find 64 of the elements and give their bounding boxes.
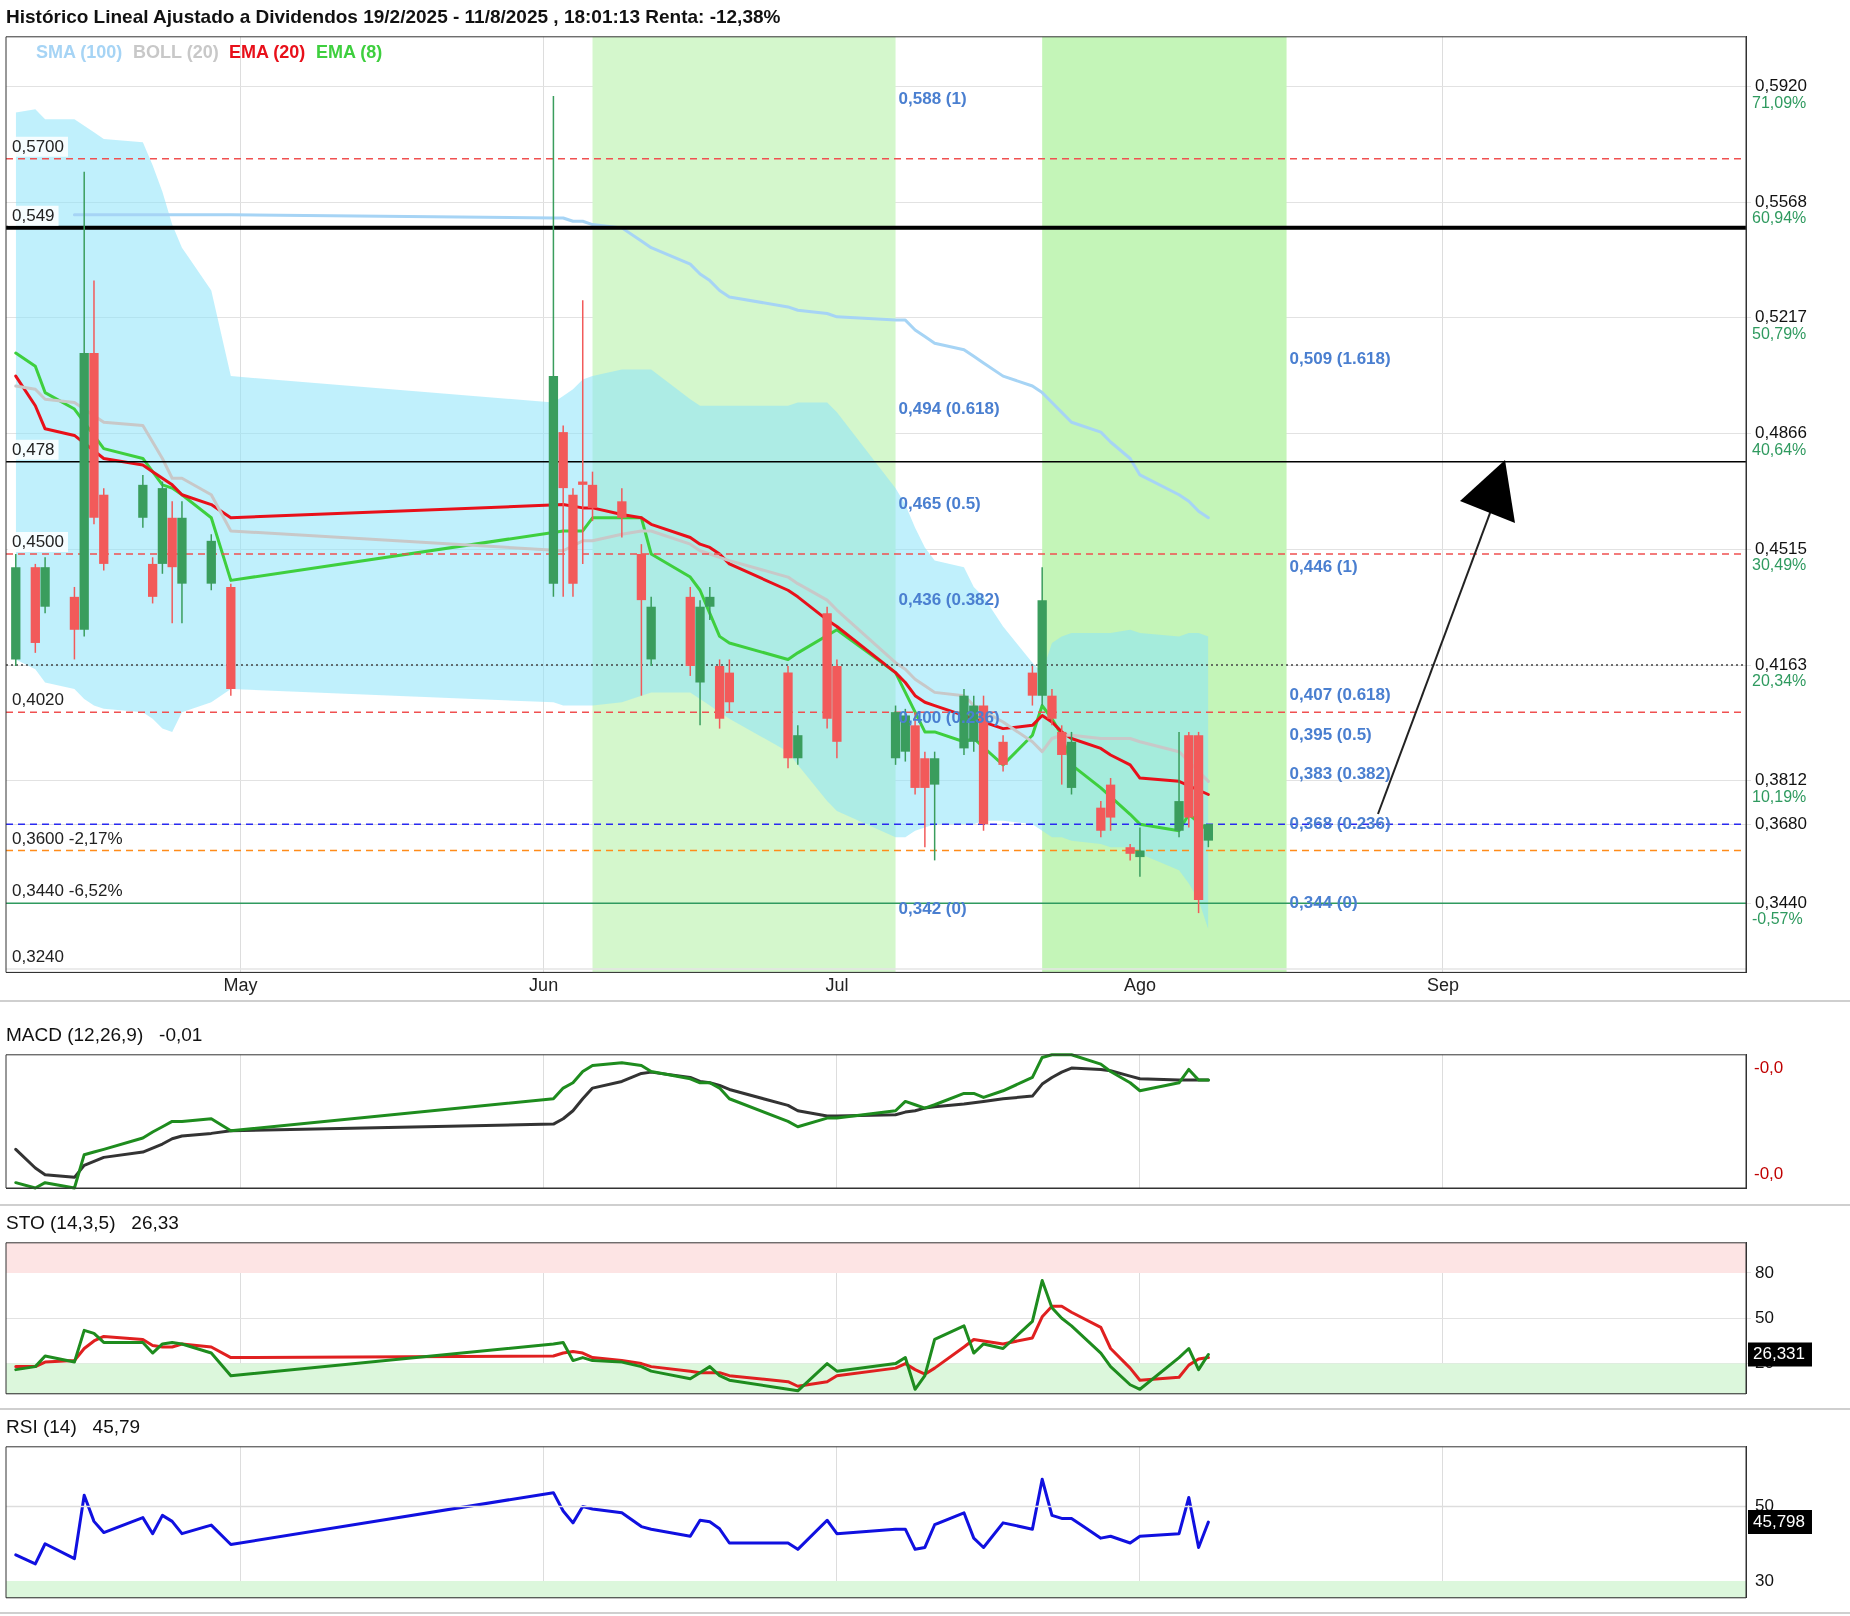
candlestick [1047, 688, 1057, 727]
y-tick-label: 30 [1755, 1570, 1774, 1590]
y2-tick-label: 30,49% [1752, 556, 1807, 574]
candlestick [793, 724, 803, 766]
ref-line-label: 0,3440 -6,52% [12, 881, 123, 901]
y-tick-label: 0,4163 [1755, 654, 1807, 674]
annotation: 0,342 (0) [898, 899, 967, 919]
x-tick-label: Jul [825, 975, 849, 996]
x-tick-label: Sep [1426, 975, 1459, 996]
ref-line-label: 0,3240 [12, 947, 64, 967]
chart-title: Histórico Lineal Ajustado a Dividendos 19/2/2025 - 11/8/2025 , 18:01:13 Renta: -12,38% [6, 5, 781, 27]
y2-tick-label: 50,79% [1752, 324, 1807, 342]
ref-line-label: 0,4020 [12, 690, 64, 710]
y-tick-label: 0,4515 [1755, 538, 1807, 558]
y2-tick-label: 10,19% [1752, 787, 1807, 805]
text: 26,331 [1753, 1344, 1805, 1364]
annotation: 0,509 (1.618) [1289, 349, 1391, 369]
candlestick [617, 487, 627, 539]
candlestick [1203, 823, 1213, 848]
text: 45,798 [1753, 1511, 1805, 1531]
ref-line-label: 0,4500 [12, 532, 64, 552]
text: SMA (100) [36, 41, 123, 62]
annotation: 0,383 (0.382) [1289, 764, 1391, 784]
y2-tick-label: 20,34% [1752, 672, 1807, 690]
annotation: 0,465 (0.5) [898, 494, 981, 514]
y-tick-label: 0,3440 [1755, 892, 1807, 912]
y-tick-label: 0,3680 [1755, 813, 1807, 833]
candlestick [1057, 724, 1067, 786]
y-tick-label: 0,4866 [1755, 423, 1807, 443]
text: -0,0 [1754, 1163, 1784, 1183]
y-tick-label: 50 [1755, 1307, 1774, 1327]
y-tick-label: 0,5217 [1755, 307, 1807, 327]
chart-title: RSI (14) 45,79 [6, 1415, 141, 1437]
text: EMA (20) [229, 41, 306, 62]
annotation: 0,446 (1) [1289, 556, 1358, 576]
y2-tick-label: 40,64% [1752, 440, 1807, 458]
text: -0,0 [1754, 1058, 1784, 1078]
annotation: 0,436 (0.382) [898, 589, 1000, 609]
candlestick [705, 586, 715, 621]
annotation: 0,407 (0.618) [1289, 685, 1391, 705]
ref-line-label: 0,5700 [12, 136, 64, 156]
chart-title: STO (14,3,5) 26,33 [6, 1211, 179, 1233]
ref-line-label: 0,478 [12, 439, 55, 459]
chart-title: MACD (12,26,9) -0,01 [6, 1023, 203, 1045]
y-tick-label: 0,3812 [1755, 770, 1807, 790]
x-tick-label: Ago [1123, 975, 1156, 996]
x-tick-label: Jun [529, 975, 559, 996]
candlestick [1027, 665, 1038, 707]
candlestick [587, 470, 598, 522]
annotation: 0,494 (0.618) [898, 398, 1000, 418]
y-tick-label: 0,5920 [1755, 75, 1807, 95]
candlestick [998, 734, 1008, 773]
annotation: 0,395 (0.5) [1289, 724, 1372, 744]
ref-line-label: 0,549 [12, 206, 55, 226]
y2-tick-label: 71,09% [1752, 93, 1807, 111]
annotation: 0,588 (1) [898, 89, 967, 109]
y2-tick-label: 60,94% [1752, 209, 1807, 227]
text: EMA (8) [316, 41, 383, 62]
x-tick-label: May [223, 975, 258, 996]
ref-line-label: 0,3600 -2,17% [12, 828, 123, 848]
y-tick-label: 80 [1755, 1262, 1774, 1282]
candlestick [1135, 826, 1145, 878]
y-tick-label: 0,5568 [1755, 191, 1807, 211]
y2-tick-label: -0,57% [1752, 910, 1803, 928]
